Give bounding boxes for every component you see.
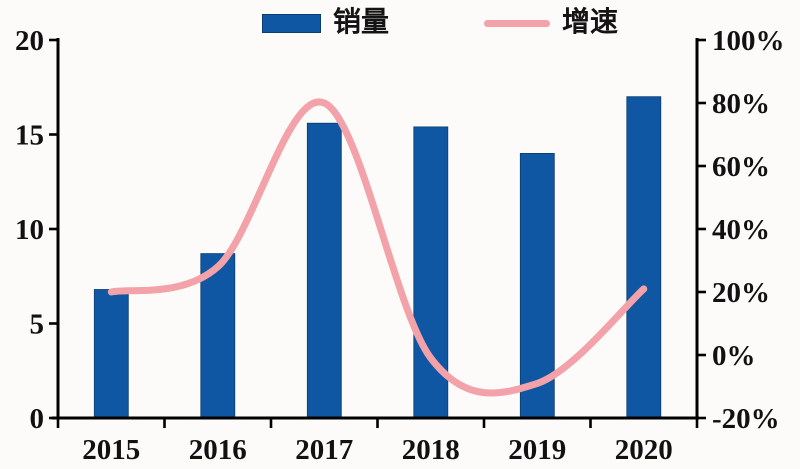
right-axis-label: 80% bbox=[712, 88, 770, 120]
sales-bar-swatch-icon bbox=[262, 13, 321, 33]
left-axis-label: 20 bbox=[15, 25, 44, 57]
bar-2020 bbox=[626, 96, 662, 418]
growth-legend-label: 增速 bbox=[562, 7, 619, 38]
legend-item-sales: 销量 bbox=[262, 6, 389, 40]
right-axis-label: -20% bbox=[712, 403, 780, 435]
legend-item-growth: 增速 bbox=[484, 6, 618, 40]
right-axis-label: 40% bbox=[712, 214, 770, 246]
growth-line bbox=[107, 98, 648, 397]
x-axis-label: 2016 bbox=[189, 434, 247, 466]
left-axis-label: 10 bbox=[15, 214, 44, 246]
x-axis-label: 2015 bbox=[82, 434, 140, 466]
bar-2015 bbox=[93, 289, 129, 418]
right-axis-label: 60% bbox=[712, 151, 770, 183]
growth-line-swatch-icon bbox=[484, 19, 550, 27]
x-axis-label: 2018 bbox=[402, 434, 460, 466]
bar-2019 bbox=[519, 152, 555, 418]
left-axis-label: 15 bbox=[15, 120, 44, 152]
left-axis-label: 5 bbox=[30, 309, 45, 341]
right-axis-label: 20% bbox=[712, 277, 770, 309]
left-axis-label: 0 bbox=[30, 403, 45, 435]
x-axis-label: 2017 bbox=[295, 434, 353, 466]
x-axis-label: 2019 bbox=[508, 434, 566, 466]
bar-2017 bbox=[306, 122, 342, 418]
bar-2016 bbox=[200, 253, 236, 418]
right-axis-label: 0% bbox=[712, 340, 756, 372]
x-axis-label: 2020 bbox=[615, 434, 673, 466]
right-axis-label: 100% bbox=[712, 25, 785, 57]
sales-legend-label: 销量 bbox=[333, 7, 390, 38]
chart-legend: 销量 增速 bbox=[0, 6, 800, 40]
